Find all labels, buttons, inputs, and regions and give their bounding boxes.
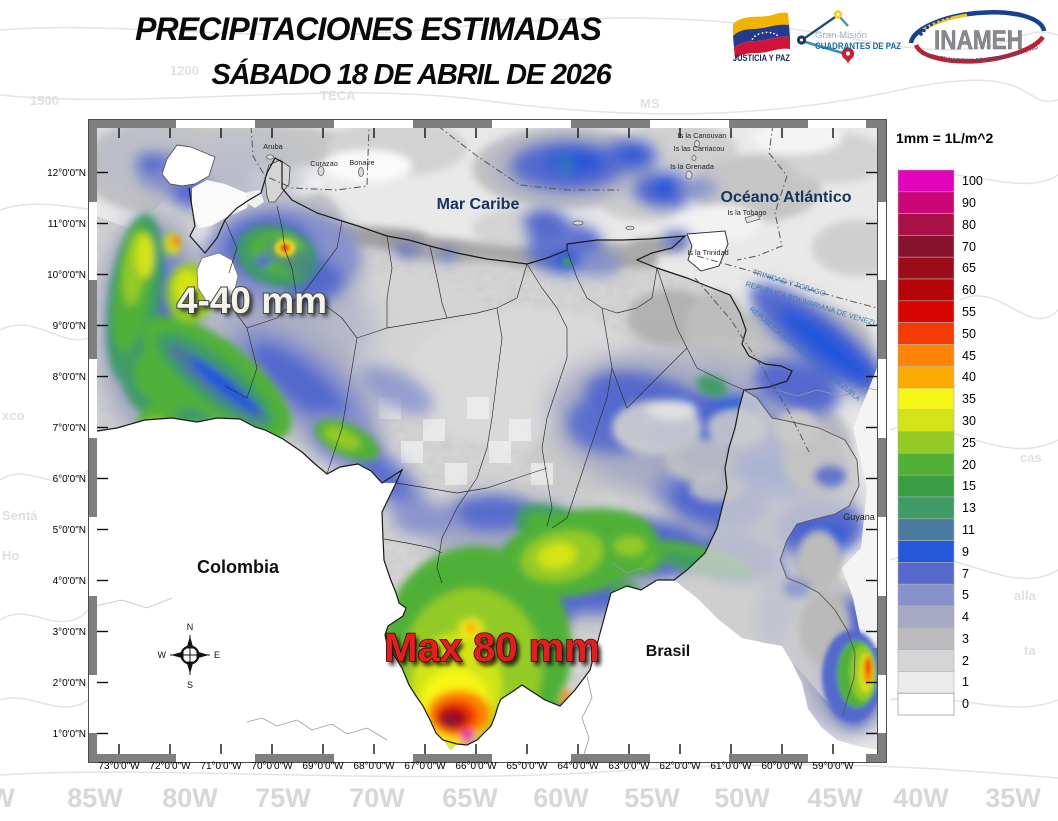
svg-text:Max 80 mm: Max 80 mm [387, 630, 603, 674]
svg-text:W: W [0, 783, 15, 813]
svg-text:85W: 85W [67, 783, 123, 813]
svg-text:10°0'0"N: 10°0'0"N [47, 270, 86, 281]
svg-text:CUADRANTES DE PAZ: CUADRANTES DE PAZ [815, 41, 901, 52]
svg-text:Océano Atlántico: Océano Atlántico [721, 189, 852, 206]
svg-text:7: 7 [962, 567, 969, 581]
svg-text:65W: 65W [442, 783, 498, 813]
svg-text:1: 1 [962, 675, 969, 689]
svg-text:N: N [187, 622, 194, 632]
svg-text:69°0'0"W: 69°0'0"W [302, 761, 344, 772]
svg-text:5°0'0"N: 5°0'0"N [53, 525, 86, 536]
svg-text:2°0'0"N: 2°0'0"N [53, 678, 86, 689]
svg-text:20: 20 [962, 458, 976, 472]
svg-text:4: 4 [962, 610, 969, 624]
svg-text:ta: ta [1024, 643, 1036, 658]
svg-text:64°0'0"W: 64°0'0"W [557, 761, 599, 772]
svg-text:alla: alla [1014, 588, 1036, 603]
svg-text:60: 60 [962, 283, 976, 297]
svg-text:65°0'0"W: 65°0'0"W [506, 761, 548, 772]
svg-text:12°0'0"N: 12°0'0"N [47, 168, 86, 179]
svg-text:40W: 40W [893, 783, 949, 813]
svg-text:62°0'0"W: 62°0'0"W [659, 761, 701, 772]
svg-text:100: 100 [962, 174, 983, 188]
svg-text:3°0'0"N: 3°0'0"N [53, 627, 86, 638]
svg-text:0: 0 [962, 697, 969, 711]
svg-text:Max 80 mm: Max 80 mm [384, 626, 600, 670]
svg-text:E: E [214, 650, 220, 660]
svg-text:40: 40 [962, 370, 976, 384]
svg-text:63°0'0"W: 63°0'0"W [608, 761, 650, 772]
svg-text:50W: 50W [714, 783, 770, 813]
svg-text:45: 45 [962, 349, 976, 363]
svg-text:Is la Trinidad: Is la Trinidad [687, 248, 728, 257]
svg-text:Is las Carriacou: Is las Carriacou [674, 144, 725, 153]
svg-text:MS: MS [640, 96, 660, 111]
svg-text:67°0'0"W: 67°0'0"W [404, 761, 446, 772]
svg-text:25: 25 [962, 436, 976, 450]
svg-text:11: 11 [962, 523, 975, 537]
svg-text:3: 3 [962, 632, 969, 646]
svg-text:15: 15 [962, 479, 976, 493]
svg-text:75W: 75W [255, 783, 311, 813]
svg-text:JUSTICIA Y PAZ: JUSTICIA Y PAZ [733, 53, 790, 63]
svg-text:70: 70 [962, 240, 976, 254]
svg-text:cas: cas [1020, 450, 1042, 465]
svg-text:Curazao: Curazao [310, 159, 338, 168]
svg-text:7°0'0"N: 7°0'0"N [53, 423, 86, 434]
svg-text:Ho: Ho [2, 548, 19, 563]
svg-text:60W: 60W [533, 783, 589, 813]
svg-text:xco: xco [2, 408, 24, 423]
svg-text:4°0'0"N: 4°0'0"N [53, 576, 86, 587]
svg-text:11°0'0"N: 11°0'0"N [48, 219, 86, 230]
svg-text:90: 90 [962, 196, 976, 210]
svg-text:Is la Grenada: Is la Grenada [670, 162, 715, 171]
svg-text:70W: 70W [349, 783, 405, 813]
svg-text:70°0'0"W: 70°0'0"W [251, 761, 293, 772]
svg-text:13: 13 [962, 501, 976, 515]
svg-text:Is la Tobago: Is la Tobago [727, 208, 766, 217]
svg-text:71°0'0"W: 71°0'0"W [200, 761, 242, 772]
svg-text:30: 30 [962, 414, 976, 428]
svg-text:Bonaire: Bonaire [349, 158, 374, 167]
svg-text:Gran Misión: Gran Misión [815, 30, 867, 41]
svg-text:Sentá: Sentá [2, 508, 38, 523]
svg-text:5: 5 [962, 588, 969, 602]
svg-text:2: 2 [962, 654, 969, 668]
svg-text:Mar Caribe: Mar Caribe [437, 196, 520, 213]
svg-text:INAMEH: INAMEH [934, 25, 1023, 55]
svg-text:59°0'0"W: 59°0'0"W [812, 761, 854, 772]
svg-text:9: 9 [962, 545, 969, 559]
svg-text:55: 55 [962, 305, 976, 319]
svg-text:Colombia: Colombia [197, 557, 280, 577]
svg-text:35W: 35W [985, 783, 1041, 813]
svg-text:6°0'0"N: 6°0'0"N [53, 474, 86, 485]
svg-text:1°0'0"N: 1°0'0"N [53, 729, 86, 740]
svg-text:1500: 1500 [30, 93, 59, 108]
svg-text:Aruba: Aruba [263, 142, 283, 151]
svg-text:S: S [187, 680, 193, 690]
svg-text:Is la Canouvan: Is la Canouvan [678, 131, 727, 140]
svg-text:Brasil: Brasil [646, 643, 690, 660]
svg-text:60°0'0"W: 60°0'0"W [761, 761, 803, 772]
svg-text:45W: 45W [807, 783, 863, 813]
svg-text:50: 50 [962, 327, 976, 341]
svg-text:66°0'0"W: 66°0'0"W [455, 761, 497, 772]
svg-text:65: 65 [962, 261, 976, 275]
svg-text:55W: 55W [624, 783, 680, 813]
svg-text:TECA: TECA [320, 88, 356, 103]
svg-text:61°0'0"W: 61°0'0"W [710, 761, 752, 772]
svg-text:80: 80 [962, 218, 976, 232]
svg-text:9°0'0"N: 9°0'0"N [53, 321, 86, 332]
svg-text:8°0'0"N: 8°0'0"N [53, 372, 86, 383]
svg-text:W: W [158, 650, 167, 660]
svg-text:4-40 mm: 4-40 mm [177, 280, 327, 321]
svg-text:4-40 mm: 4-40 mm [180, 283, 330, 324]
svg-text:72°0'0"W: 72°0'0"W [149, 761, 191, 772]
svg-text:80W: 80W [162, 783, 218, 813]
svg-text:68°0'0"W: 68°0'0"W [353, 761, 395, 772]
svg-text:Guyana: Guyana [843, 512, 875, 522]
svg-text:1200: 1200 [170, 63, 199, 78]
svg-text:35: 35 [962, 392, 976, 406]
svg-text:73°0'0"W: 73°0'0"W [98, 761, 140, 772]
